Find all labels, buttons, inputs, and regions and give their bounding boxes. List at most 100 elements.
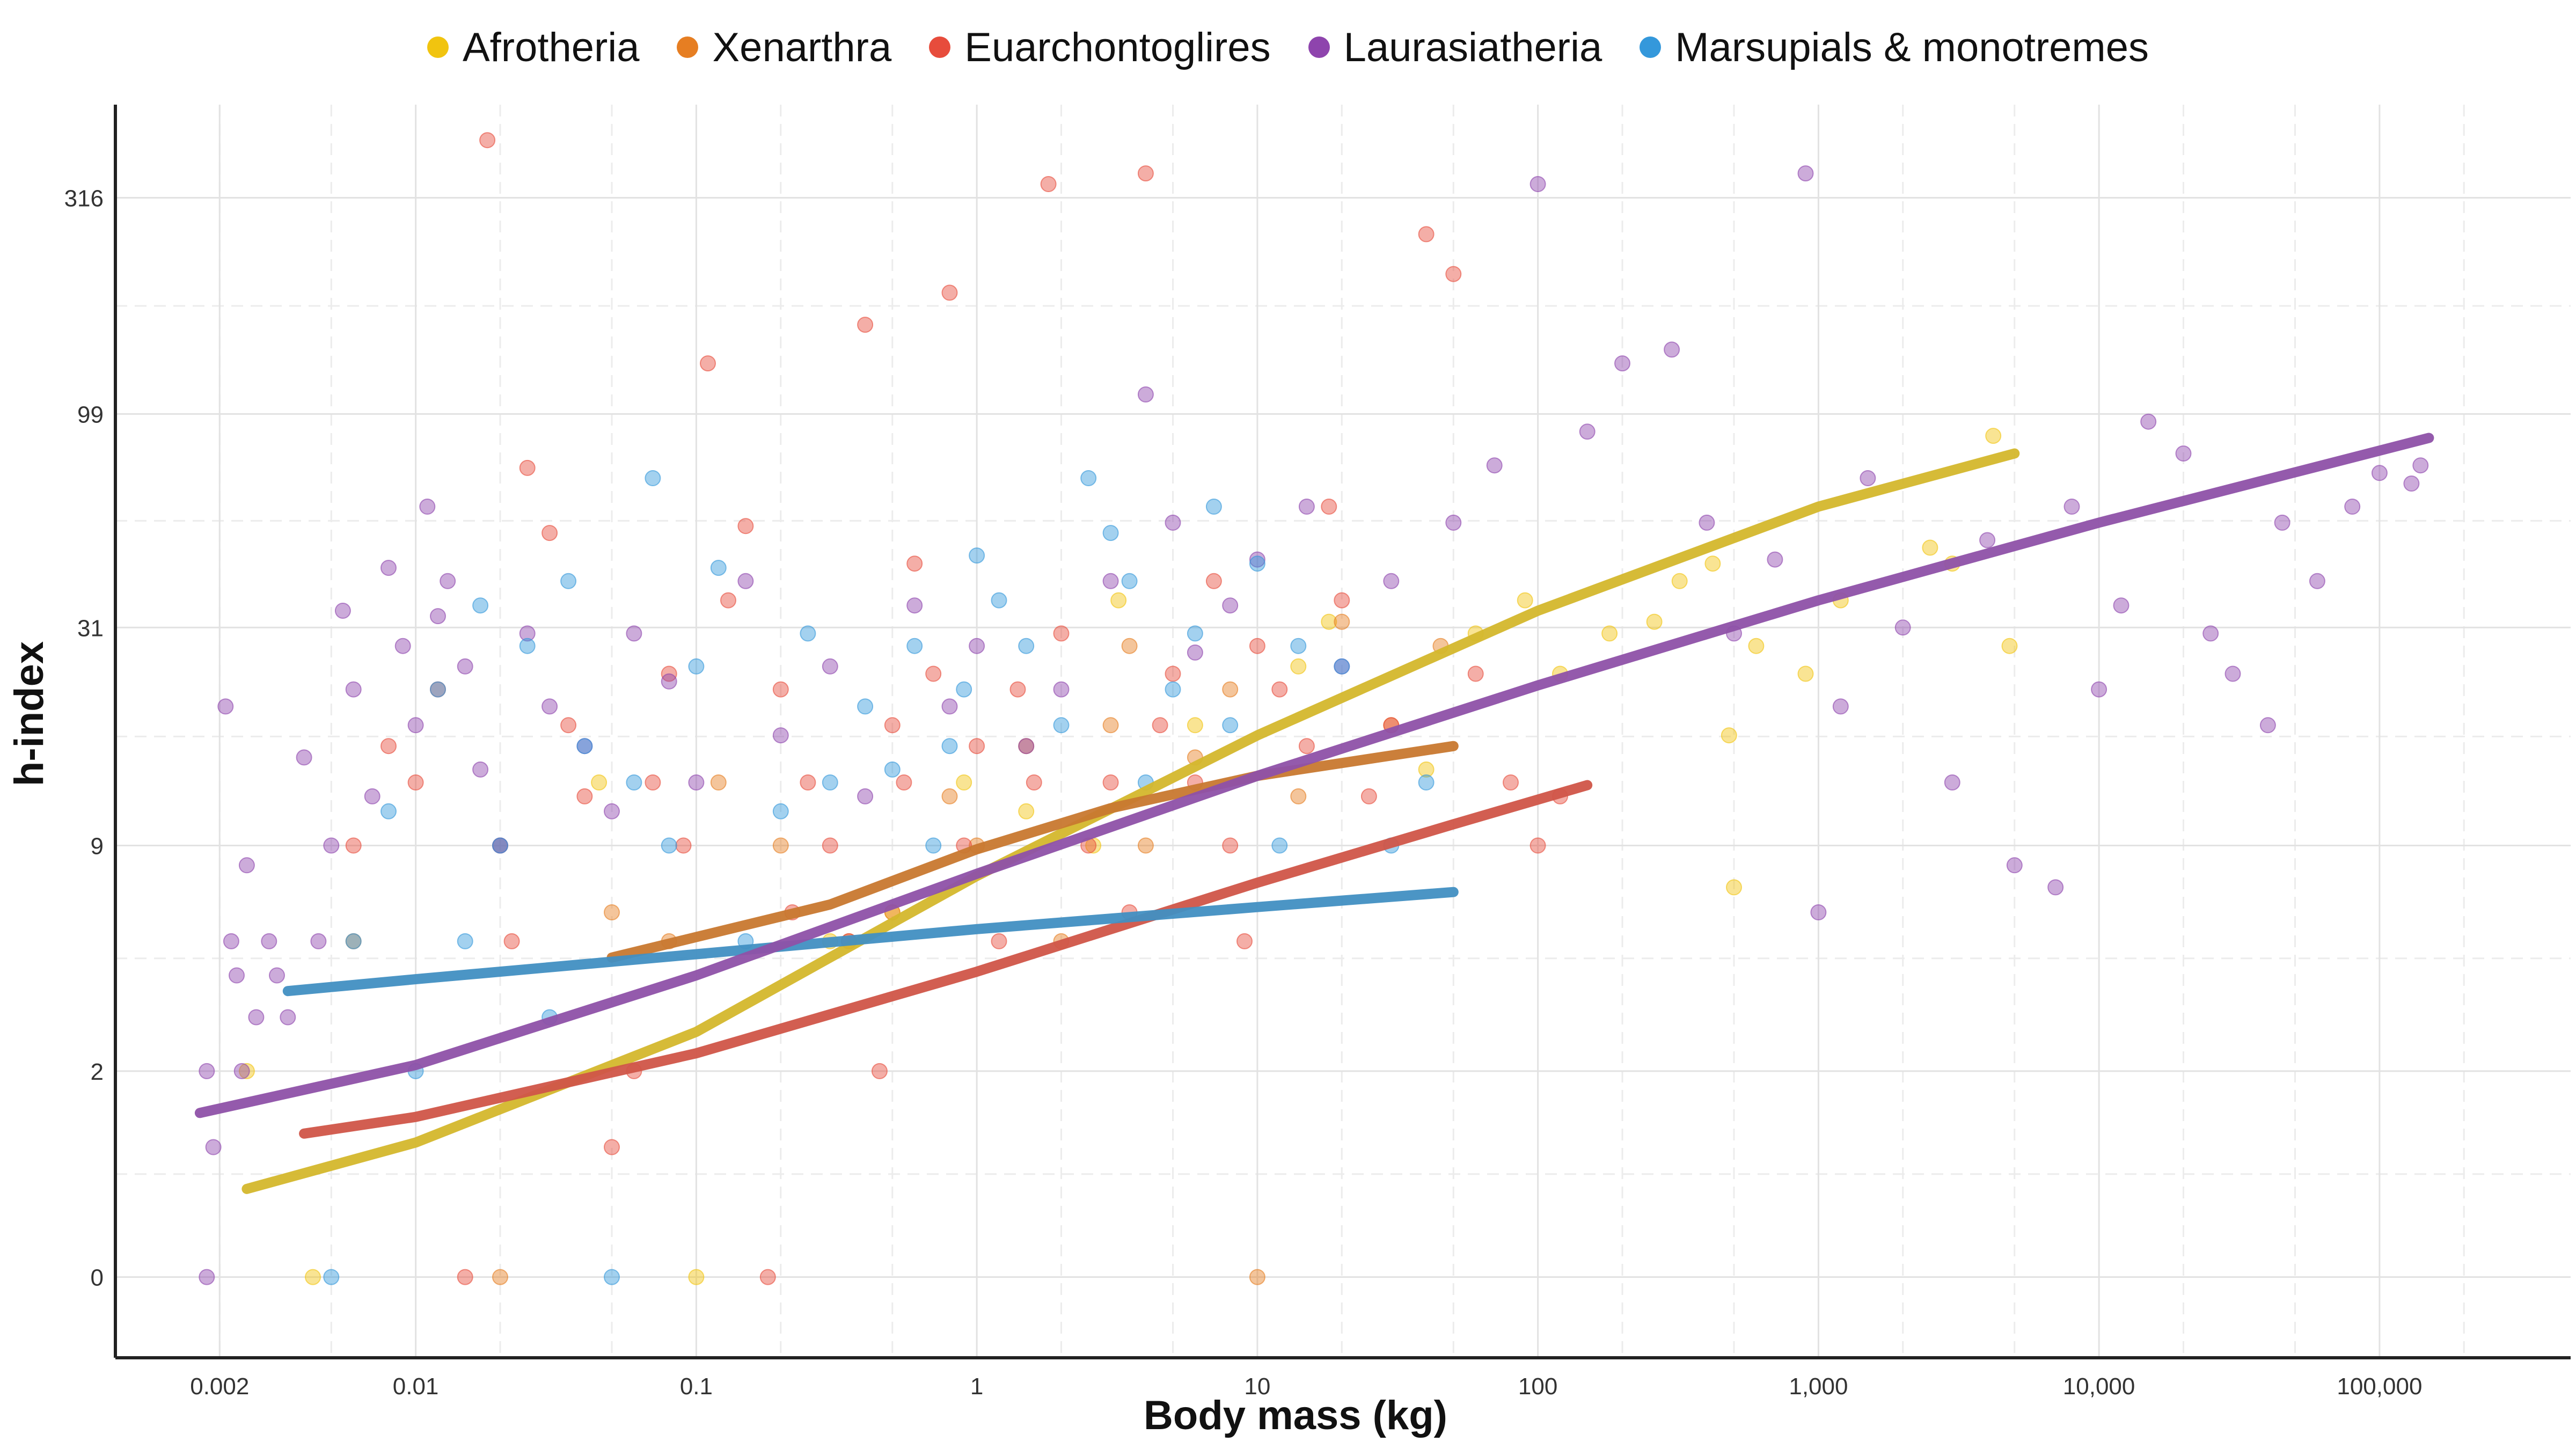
data-point (2344, 499, 2361, 515)
data-point (1517, 592, 1533, 609)
data-point (1601, 625, 1618, 642)
data-point (857, 698, 874, 715)
data-point (472, 597, 489, 614)
data-point (1334, 613, 1350, 630)
data-point (2047, 879, 2064, 896)
data-point (1699, 514, 1715, 531)
data-point (884, 717, 901, 734)
series-points-3 (199, 165, 2429, 1285)
data-point (1445, 514, 1462, 531)
data-point (604, 1269, 620, 1285)
data-point (1222, 597, 1239, 614)
legend: Afrotheria Xenarthra Euarchontoglires La… (0, 20, 2576, 74)
x-tick-label: 1,000 (1789, 1373, 1848, 1400)
data-point (737, 518, 754, 535)
y-tick-label: 31 (77, 615, 104, 641)
data-point (1236, 933, 1253, 949)
data-point (1222, 681, 1239, 698)
data-point (296, 749, 312, 766)
data-point (519, 459, 536, 476)
data-point (688, 774, 705, 791)
data-point (1053, 717, 1070, 734)
data-point (380, 803, 397, 819)
data-point (261, 933, 277, 949)
data-point (560, 717, 577, 734)
legend-item-afrotheria[interactable]: Afrotheria (427, 24, 640, 71)
data-point (345, 681, 362, 698)
data-point (1121, 638, 1138, 654)
data-point (772, 727, 789, 744)
legend-item-euarchontoglires[interactable]: Euarchontoglires (929, 24, 1271, 71)
data-point (2091, 681, 2107, 698)
data-point (857, 317, 874, 333)
legend-item-marsupials-monotremes[interactable]: Marsupials & monotremes (1640, 24, 2149, 71)
data-point (1102, 525, 1119, 541)
data-point (2371, 465, 2388, 481)
data-point (2403, 475, 2420, 492)
data-point (772, 681, 789, 698)
data-point (800, 625, 816, 642)
data-point (2113, 597, 2129, 614)
data-point (710, 560, 727, 576)
data-point (199, 1063, 215, 1079)
data-point (822, 774, 838, 791)
data-point (519, 625, 536, 642)
data-point (1767, 551, 1783, 568)
data-point (1529, 837, 1546, 854)
data-point (2006, 857, 2023, 874)
data-point (407, 717, 424, 734)
data-point (2224, 665, 2241, 682)
data-point (2063, 499, 2080, 515)
data-point (871, 1063, 888, 1079)
data-point (710, 774, 727, 791)
data-point (688, 658, 705, 675)
legend-label: Afrotheria (462, 24, 640, 70)
data-point (1503, 774, 1519, 791)
data-point (1137, 165, 1154, 182)
data-point (969, 638, 985, 654)
data-point (1102, 573, 1119, 589)
data-point (1187, 717, 1203, 734)
data-point (1222, 717, 1239, 734)
data-point (759, 1269, 776, 1285)
x-tick-label: 0.1 (680, 1373, 713, 1400)
data-point (419, 499, 436, 515)
data-point (223, 933, 239, 949)
data-point (492, 1269, 508, 1285)
data-point (1860, 470, 1876, 486)
legend-item-laurasiatheria[interactable]: Laurasiatheria (1308, 24, 1602, 71)
data-point (906, 555, 923, 572)
data-point (1445, 266, 1462, 282)
data-point (394, 638, 411, 654)
x-tick-label: 1 (970, 1373, 983, 1400)
data-point (941, 284, 958, 301)
data-point (1053, 681, 1070, 698)
data-point (380, 560, 397, 576)
data-point (604, 1139, 620, 1155)
data-point (1467, 665, 1484, 682)
data-point (604, 803, 620, 819)
data-point (2140, 413, 2157, 430)
data-point (1579, 423, 1596, 440)
legend-label: Laurasiatheria (1343, 24, 1602, 70)
data-point (1137, 386, 1154, 402)
data-point (1018, 638, 1035, 654)
data-point (305, 1269, 321, 1285)
legend-item-xenarthra[interactable]: Xenarthra (677, 24, 891, 71)
legend-swatch-xenarthra (677, 36, 699, 58)
legend-swatch-laurasiatheria (1308, 36, 1330, 58)
data-point (1704, 555, 1721, 572)
data-point (1726, 879, 1742, 896)
y-tick-label: 0 (91, 1265, 104, 1291)
data-point (380, 738, 397, 755)
data-point (323, 837, 340, 854)
data-point (906, 597, 923, 614)
data-point (720, 592, 736, 609)
data-point (519, 638, 536, 654)
data-point (1222, 837, 1239, 854)
data-point (822, 658, 838, 675)
data-point (345, 837, 362, 854)
trend-line-2 (299, 780, 1593, 1139)
data-point (1080, 470, 1097, 486)
legend-swatch-euarchontoglires (929, 36, 951, 58)
